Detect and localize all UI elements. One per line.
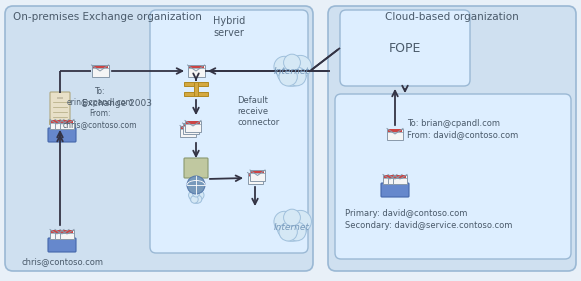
Bar bbox=[56, 230, 68, 232]
Text: Internet: Internet bbox=[274, 223, 310, 232]
Bar bbox=[185, 121, 201, 132]
Bar bbox=[60, 230, 74, 239]
Bar bbox=[384, 175, 396, 178]
Bar bbox=[186, 121, 200, 124]
Bar bbox=[188, 65, 203, 68]
Circle shape bbox=[277, 56, 307, 86]
Bar bbox=[389, 175, 401, 178]
Text: Exchange 2003: Exchange 2003 bbox=[82, 99, 152, 108]
Bar bbox=[194, 82, 198, 96]
Bar bbox=[56, 120, 68, 123]
Bar bbox=[180, 126, 196, 137]
Bar bbox=[60, 119, 74, 128]
Bar bbox=[249, 173, 261, 176]
FancyBboxPatch shape bbox=[335, 94, 571, 259]
Bar bbox=[51, 120, 63, 123]
Bar bbox=[388, 129, 402, 132]
Text: To: brian@cpandl.com
From: david@contoso.com: To: brian@cpandl.com From: david@contoso… bbox=[407, 119, 518, 139]
Circle shape bbox=[287, 222, 306, 241]
Text: Cloud-based organization: Cloud-based organization bbox=[385, 12, 519, 22]
Circle shape bbox=[289, 55, 311, 78]
Bar bbox=[57, 97, 63, 99]
Bar bbox=[394, 175, 406, 178]
Bar bbox=[188, 65, 205, 77]
Circle shape bbox=[190, 191, 202, 203]
Bar bbox=[383, 175, 397, 183]
Bar bbox=[55, 119, 69, 128]
Bar bbox=[92, 65, 107, 68]
Bar bbox=[181, 126, 195, 128]
FancyBboxPatch shape bbox=[381, 183, 409, 197]
Bar bbox=[61, 230, 73, 232]
FancyBboxPatch shape bbox=[50, 92, 70, 122]
FancyBboxPatch shape bbox=[48, 238, 76, 252]
Bar bbox=[50, 119, 64, 128]
Circle shape bbox=[195, 191, 204, 200]
Circle shape bbox=[284, 54, 300, 71]
Bar bbox=[393, 175, 407, 183]
FancyBboxPatch shape bbox=[328, 6, 576, 271]
FancyBboxPatch shape bbox=[5, 6, 313, 271]
Circle shape bbox=[287, 67, 306, 86]
Circle shape bbox=[279, 223, 297, 241]
Circle shape bbox=[187, 176, 205, 194]
Bar bbox=[49, 120, 71, 124]
Bar bbox=[55, 230, 69, 239]
Circle shape bbox=[192, 190, 199, 197]
Bar bbox=[248, 173, 263, 183]
Bar bbox=[250, 170, 265, 181]
Bar bbox=[387, 128, 403, 139]
Text: chris@contoso.com: chris@contoso.com bbox=[21, 257, 103, 266]
Bar bbox=[184, 124, 198, 126]
FancyBboxPatch shape bbox=[150, 10, 308, 253]
Circle shape bbox=[277, 211, 307, 241]
Bar bbox=[184, 92, 208, 96]
FancyBboxPatch shape bbox=[340, 10, 470, 86]
FancyBboxPatch shape bbox=[48, 128, 76, 142]
Circle shape bbox=[191, 196, 198, 203]
Text: Internet: Internet bbox=[274, 67, 310, 76]
Circle shape bbox=[274, 211, 295, 232]
Circle shape bbox=[274, 56, 295, 77]
Text: Default
receive
connector: Default receive connector bbox=[237, 96, 279, 127]
Bar bbox=[50, 230, 64, 239]
Bar bbox=[182, 123, 199, 134]
Bar bbox=[91, 65, 109, 77]
FancyBboxPatch shape bbox=[184, 158, 208, 178]
Circle shape bbox=[284, 209, 300, 226]
Circle shape bbox=[279, 68, 297, 86]
Circle shape bbox=[189, 191, 197, 200]
Bar bbox=[61, 120, 73, 123]
Text: Primary: david@contoso.com
Secondary: david@service.contoso.com: Primary: david@contoso.com Secondary: da… bbox=[345, 209, 512, 230]
Circle shape bbox=[194, 195, 202, 203]
Text: To:
erin@cpandl.com
From:
chris@contoso.com: To: erin@cpandl.com From: chris@contoso.… bbox=[63, 87, 137, 129]
Bar bbox=[184, 82, 208, 86]
Bar bbox=[388, 175, 402, 183]
Text: FOPE: FOPE bbox=[389, 42, 421, 55]
Circle shape bbox=[289, 210, 311, 232]
Text: On-premises Exchange organization: On-premises Exchange organization bbox=[13, 12, 202, 22]
Text: Hybrid
server: Hybrid server bbox=[213, 16, 245, 38]
Bar bbox=[51, 230, 63, 232]
Bar bbox=[251, 171, 264, 173]
